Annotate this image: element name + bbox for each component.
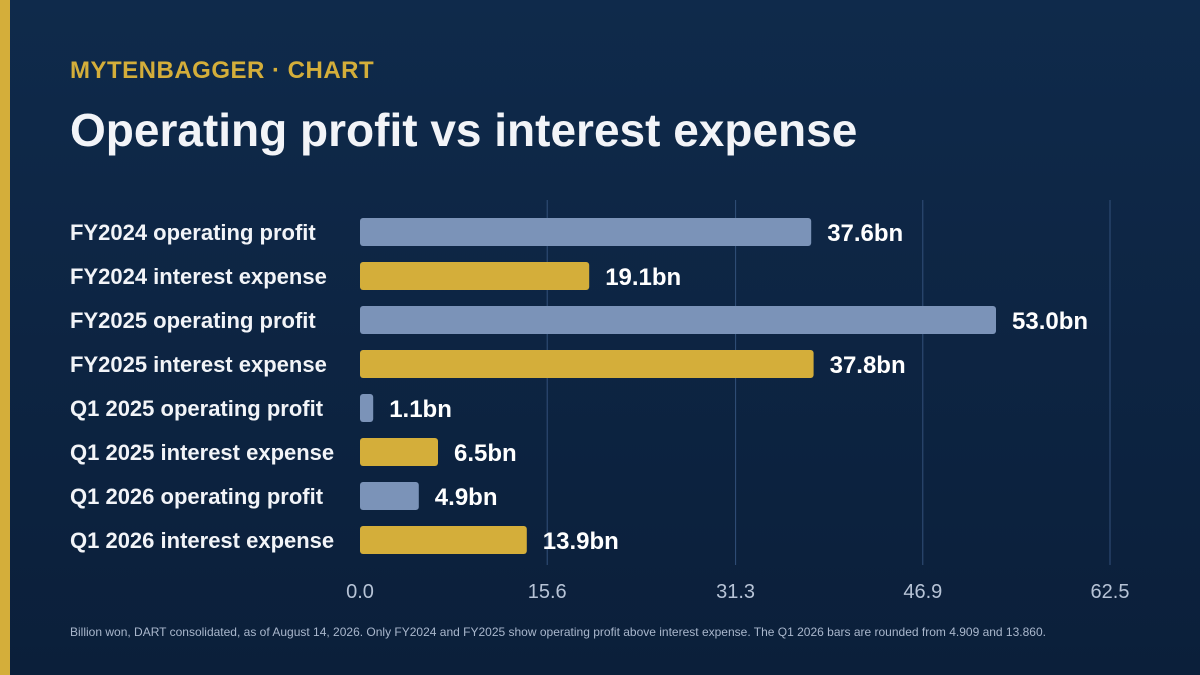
gridlines (546, 200, 1111, 565)
accent-bar (0, 0, 10, 675)
x-tick-label: 15.6 (528, 581, 567, 603)
value-label: 6.5bn (454, 440, 517, 467)
brand-eyebrow: MYTENBAGGER · CHART (70, 57, 375, 84)
category-label: Q1 2025 operating profit (70, 396, 324, 421)
category-label: FY2024 operating profit (70, 220, 316, 245)
bar-interest-expense (360, 262, 590, 290)
category-label: Q1 2025 interest expense (70, 440, 334, 465)
x-tick-label: 0.0 (346, 581, 374, 603)
value-label: 19.1bn (605, 264, 681, 291)
category-label: FY2024 interest expense (70, 264, 327, 289)
x-axis-ticks: 0.0 15.6 31.3 46.9 62.5 (346, 581, 1129, 603)
bar-interest-expense (360, 350, 814, 378)
bar-interest-expense (360, 438, 438, 466)
value-label: 4.9bn (435, 484, 498, 511)
value-label: 13.9bn (543, 528, 619, 555)
footnote: Billion won, DART consolidated, as of Au… (70, 625, 1046, 639)
category-label: Q1 2026 interest expense (70, 528, 334, 553)
chart-title: Operating profit vs interest expense (70, 104, 858, 156)
value-label: 37.8bn (830, 352, 906, 379)
value-label: 1.1bn (389, 396, 452, 423)
value-label: 37.6bn (827, 220, 903, 247)
category-label: FY2025 interest expense (70, 352, 327, 377)
bar-operating-profit (360, 306, 996, 334)
x-tick-label: 31.3 (716, 581, 755, 603)
bars (360, 218, 996, 554)
x-tick-label: 62.5 (1091, 581, 1130, 603)
value-label: 53.0bn (1012, 308, 1088, 335)
bar-operating-profit (360, 482, 419, 510)
x-tick-label: 46.9 (903, 581, 942, 603)
bar-operating-profit (360, 394, 374, 422)
bar-interest-expense (360, 526, 527, 554)
category-labels: FY2024 operating profit FY2024 interest e… (70, 220, 334, 553)
category-label: FY2025 operating profit (70, 308, 316, 333)
bar-operating-profit (360, 218, 812, 246)
category-label: Q1 2026 operating profit (70, 484, 324, 509)
